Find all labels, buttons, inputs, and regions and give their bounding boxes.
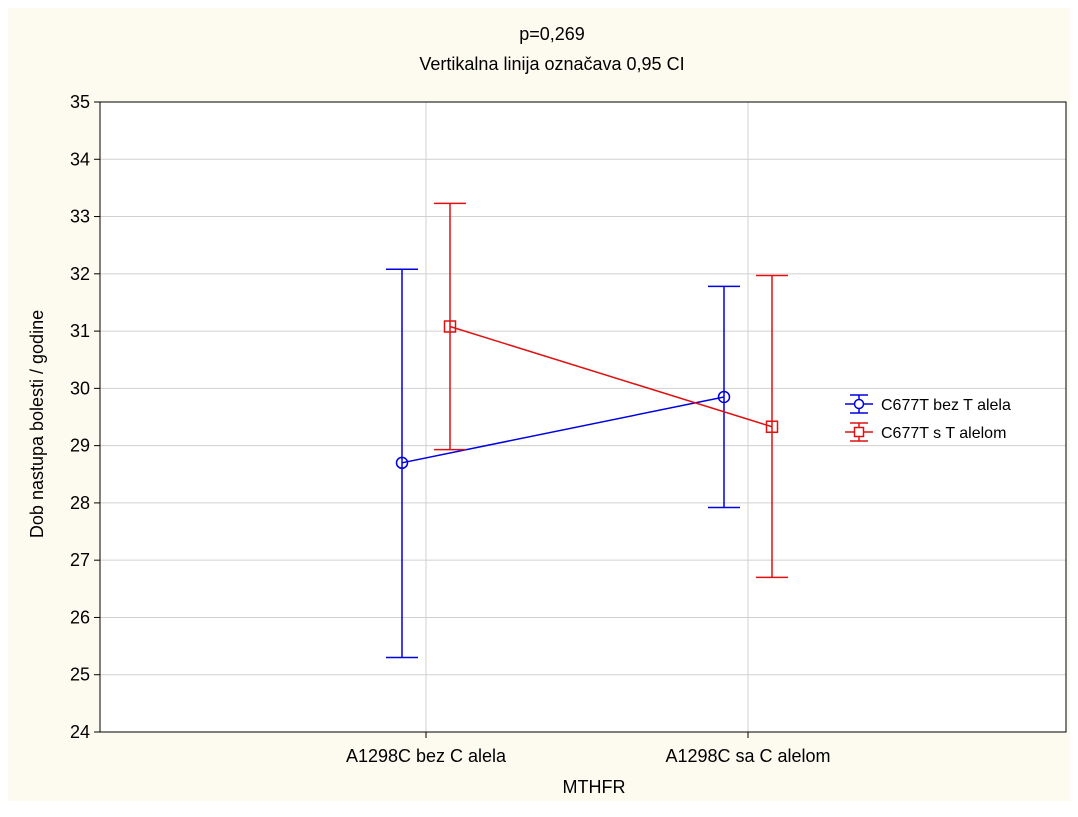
chart-subtitle: Vertikalna linija označava 0,95 CI xyxy=(419,54,684,74)
y-tick-label: 26 xyxy=(70,607,90,627)
legend-label: C677T bez T alela xyxy=(881,397,1011,414)
y-tick-label: 25 xyxy=(70,665,90,685)
x-tick-label: A1298C sa C alelom xyxy=(665,746,830,766)
x-axis-label: MTHFR xyxy=(563,777,626,797)
y-tick-label: 31 xyxy=(70,321,90,341)
legend-label: C677T s T alelom xyxy=(881,425,1006,442)
y-tick-label: 30 xyxy=(70,378,90,398)
chart-title: p=0,269 xyxy=(519,24,585,44)
data-point-circle xyxy=(717,390,731,404)
legend-marker-circle xyxy=(853,398,865,410)
y-axis-label: Dob nastupa bolesti / godine xyxy=(27,310,47,538)
data-point-square xyxy=(443,320,457,333)
y-tick-label: 28 xyxy=(70,493,90,513)
x-tick-label: A1298C bez C alela xyxy=(346,746,507,766)
legend-item: C677T s T alelom xyxy=(845,422,1006,442)
plot-area: 24 25 26 27 28 29 30 31 32 33 34 35 A1298C bez C ale… xyxy=(70,92,1067,766)
y-tick-label: 33 xyxy=(70,207,90,227)
data-point-circle xyxy=(395,456,409,470)
error-bar-chart: p=0,269 Vertikalna linija označava 0,95 … xyxy=(27,24,1067,797)
y-tick-label: 29 xyxy=(70,436,90,456)
plot-background xyxy=(100,102,1066,732)
chart-container: p=0,269 Vertikalna linija označava 0,95 … xyxy=(8,8,1070,801)
legend-marker-square xyxy=(853,426,865,438)
legend-item: C677T bez T alela xyxy=(845,394,1011,414)
series-line xyxy=(449,325,773,428)
y-tick-label: 24 xyxy=(70,722,90,742)
y-tick-label: 32 xyxy=(70,264,90,284)
y-tick-label: 34 xyxy=(70,149,90,169)
series-line xyxy=(401,396,725,464)
legend: C677T bez T alela C677T s T alelom xyxy=(845,394,1011,442)
y-tick-label: 27 xyxy=(70,550,90,570)
y-tick-label: 35 xyxy=(70,92,90,112)
plot-frame xyxy=(99,101,1067,733)
data-point-square xyxy=(765,420,779,433)
